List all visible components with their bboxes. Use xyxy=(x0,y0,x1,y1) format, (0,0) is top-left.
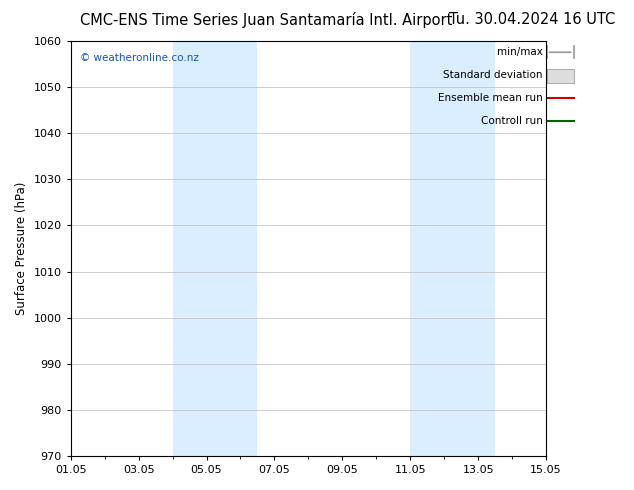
Text: © weatheronline.co.nz: © weatheronline.co.nz xyxy=(81,53,199,64)
Bar xyxy=(547,69,574,82)
Text: Standard deviation: Standard deviation xyxy=(443,70,543,80)
Bar xyxy=(172,41,257,456)
Text: Tu. 30.04.2024 16 UTC: Tu. 30.04.2024 16 UTC xyxy=(449,12,615,27)
Text: min/max: min/max xyxy=(497,47,543,57)
Text: Ensemble mean run: Ensemble mean run xyxy=(438,93,543,103)
Text: Controll run: Controll run xyxy=(481,116,543,126)
Bar xyxy=(410,41,495,456)
Y-axis label: Surface Pressure (hPa): Surface Pressure (hPa) xyxy=(15,182,28,315)
Text: CMC-ENS Time Series Juan Santamaría Intl. Airport: CMC-ENS Time Series Juan Santamaría Intl… xyxy=(80,12,453,28)
